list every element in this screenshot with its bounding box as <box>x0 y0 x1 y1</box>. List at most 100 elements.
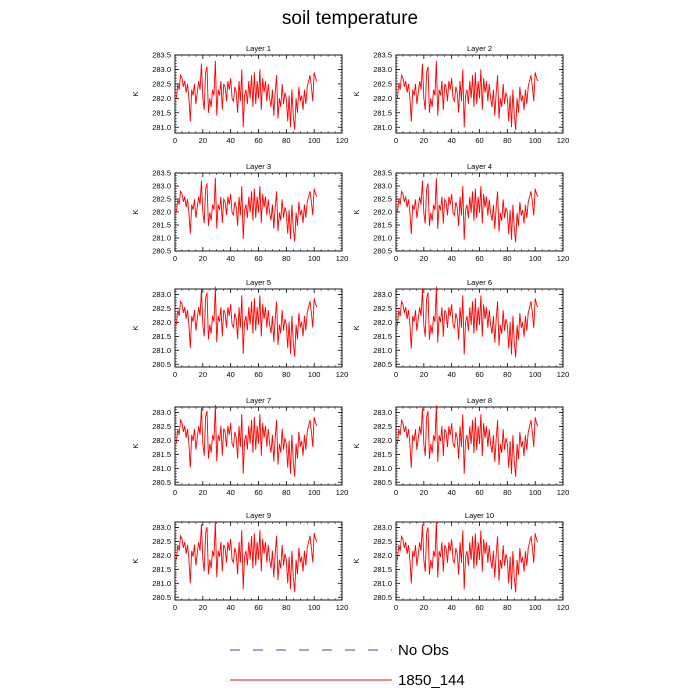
y-tick-label: 281.5 <box>152 332 171 341</box>
series-line-1850-144 <box>396 286 539 358</box>
panel-5: Layer 5 280.5 281.0 281.5 282.0 282.5 283.0 0 20… <box>131 278 348 379</box>
y-tick-label: 282.5 <box>373 537 392 546</box>
y-tick-label: 283.0 <box>152 65 171 74</box>
series-line-1850-144 <box>175 521 318 593</box>
legend: No Obs 1850_144 <box>230 642 465 689</box>
x-tick-label: 20 <box>420 603 428 612</box>
y-tick-label: 283.5 <box>373 51 392 60</box>
y-tick-label: 282.5 <box>152 304 171 313</box>
series-line-1850-144 <box>175 405 318 477</box>
plot-frame <box>174 288 343 368</box>
y-axis-label: K <box>352 558 361 563</box>
y-axis-label: K <box>131 443 140 448</box>
x-tick-label: 20 <box>199 370 207 379</box>
y-tick-label: 282.5 <box>373 195 392 204</box>
x-tick-label: 0 <box>173 136 177 145</box>
x-tick-label: 120 <box>557 488 570 497</box>
x-tick-label: 80 <box>282 254 290 263</box>
y-tick-label: 281.0 <box>373 234 392 243</box>
panel-title: Layer 8 <box>467 396 492 405</box>
y-tick-label: 283.0 <box>373 65 392 74</box>
x-tick-label: 60 <box>475 136 483 145</box>
x-tick-label: 100 <box>529 136 542 145</box>
y-tick-label: 282.0 <box>373 318 392 327</box>
y-axis-label: K <box>352 209 361 214</box>
x-tick-label: 40 <box>226 488 234 497</box>
y-tick-label: 282.0 <box>373 208 392 217</box>
panel-6: Layer 6 280.5 281.0 281.5 282.0 282.5 283.0 0 20… <box>352 278 569 379</box>
panel-9: Layer 9 280.5 281.0 281.5 282.0 282.5 283.0 0 20… <box>131 511 348 612</box>
panel-3: Layer 3 280.5 281.0 281.5 282.0 282.5 283.0 283… <box>131 162 348 263</box>
x-tick-label: 40 <box>447 603 455 612</box>
plot-frame <box>174 521 343 601</box>
x-tick-label: 100 <box>529 488 542 497</box>
y-tick-label: 283.0 <box>152 408 171 417</box>
x-tick-label: 80 <box>503 370 511 379</box>
panel-4: Layer 4 280.5 281.0 281.5 282.0 282.5 283.0 283… <box>352 162 569 263</box>
y-tick-label: 281.5 <box>152 565 171 574</box>
x-tick-label: 60 <box>254 136 262 145</box>
x-tick-label: 80 <box>503 136 511 145</box>
x-tick-label: 120 <box>557 136 570 145</box>
y-tick-label: 283.5 <box>152 169 171 178</box>
y-tick-label: 281.0 <box>152 234 171 243</box>
x-tick-label: 60 <box>254 603 262 612</box>
y-tick-label: 281.0 <box>373 346 392 355</box>
y-tick-label: 281.5 <box>373 108 392 117</box>
panel-7: Layer 7 280.5 281.0 281.5 282.0 282.5 283.0 0 20… <box>131 396 348 497</box>
x-tick-label: 100 <box>308 136 321 145</box>
x-tick-label: 80 <box>282 136 290 145</box>
x-tick-label: 40 <box>447 370 455 379</box>
x-tick-label: 20 <box>420 488 428 497</box>
y-tick-label: 280.5 <box>373 593 392 602</box>
x-tick-label: 60 <box>475 603 483 612</box>
y-tick-label: 281.0 <box>152 346 171 355</box>
x-tick-label: 0 <box>173 254 177 263</box>
y-tick-label: 281.5 <box>152 108 171 117</box>
x-tick-label: 120 <box>336 488 349 497</box>
x-tick-label: 120 <box>336 603 349 612</box>
y-tick-label: 280.5 <box>373 360 392 369</box>
panel-8: Layer 8 280.5 281.0 281.5 282.0 282.5 283.0 0 20… <box>352 396 569 497</box>
x-tick-label: 120 <box>336 370 349 379</box>
y-tick-label: 280.5 <box>152 360 171 369</box>
y-tick-label: 281.0 <box>152 464 171 473</box>
x-tick-label: 120 <box>557 370 570 379</box>
x-tick-label: 80 <box>282 488 290 497</box>
y-tick-label: 283.5 <box>152 51 171 60</box>
y-tick-label: 282.0 <box>373 436 392 445</box>
x-tick-label: 60 <box>254 488 262 497</box>
x-tick-label: 100 <box>529 603 542 612</box>
y-tick-label: 281.0 <box>152 579 171 588</box>
x-tick-label: 60 <box>475 488 483 497</box>
x-tick-label: 40 <box>226 603 234 612</box>
y-tick-label: 281.5 <box>373 332 392 341</box>
x-tick-label: 120 <box>557 254 570 263</box>
y-tick-label: 283.0 <box>152 182 171 191</box>
y-tick-label: 282.0 <box>152 436 171 445</box>
y-tick-label: 281.5 <box>152 450 171 459</box>
y-tick-label: 281.0 <box>152 123 171 132</box>
x-tick-label: 0 <box>394 254 398 263</box>
y-tick-label: 282.5 <box>152 195 171 204</box>
series-line-1850-144 <box>175 286 318 357</box>
y-tick-label: 281.5 <box>373 221 392 230</box>
y-tick-label: 283.0 <box>152 290 171 299</box>
x-tick-label: 0 <box>394 603 398 612</box>
x-tick-label: 20 <box>199 136 207 145</box>
y-tick-label: 283.0 <box>373 182 392 191</box>
x-tick-label: 20 <box>199 488 207 497</box>
panel-title: Layer 4 <box>467 162 492 171</box>
x-tick-label: 40 <box>447 254 455 263</box>
y-axis-label: K <box>131 91 140 96</box>
y-axis-label: K <box>352 443 361 448</box>
panel-10: Layer 10 280.5 281.0 281.5 282.0 282.5 283.0 0 2… <box>352 511 569 612</box>
x-tick-label: 0 <box>173 370 177 379</box>
y-tick-label: 283.0 <box>373 408 392 417</box>
x-tick-label: 100 <box>308 370 321 379</box>
legend-label-1: No Obs <box>398 642 449 659</box>
y-tick-label: 280.5 <box>152 247 171 256</box>
plot-frame <box>174 406 343 486</box>
panel-1: Layer 1 281.0 281.5 282.0 282.5 283.0 283.5 0 20… <box>131 44 348 145</box>
